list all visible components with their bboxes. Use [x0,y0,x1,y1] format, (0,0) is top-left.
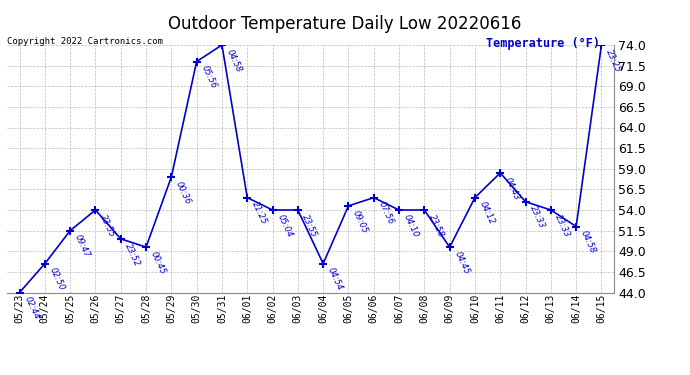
Text: 23:55: 23:55 [98,213,117,238]
Text: 23:33: 23:33 [553,213,572,238]
Text: 23:25: 23:25 [604,48,622,74]
Text: 23:58: 23:58 [427,213,446,238]
Text: 02:44: 02:44 [22,295,41,321]
Text: 04:58: 04:58 [225,48,243,74]
Text: Temperature (°F): Temperature (°F) [486,38,600,51]
Text: 23:33: 23:33 [529,204,546,230]
Text: 04:54: 04:54 [326,266,344,292]
Text: 00:45: 00:45 [149,250,167,276]
Text: 04:43: 04:43 [503,176,522,201]
Text: 05:56: 05:56 [199,64,218,90]
Text: 09:47: 09:47 [73,233,91,259]
Text: 02:50: 02:50 [48,266,66,292]
Text: 23:55: 23:55 [301,213,319,238]
Text: 04:10: 04:10 [402,213,420,238]
Text: 05:04: 05:04 [275,213,294,238]
Text: 04:58: 04:58 [579,229,598,255]
Text: 00:36: 00:36 [174,180,193,206]
Text: 21:25: 21:25 [250,200,268,226]
Text: 07:56: 07:56 [377,200,395,226]
Text: 09:05: 09:05 [351,209,370,234]
Text: 23:52: 23:52 [124,242,142,267]
Text: 04:45: 04:45 [453,250,471,276]
Text: Copyright 2022 Cartronics.com: Copyright 2022 Cartronics.com [7,38,163,46]
Text: Outdoor Temperature Daily Low 20220616: Outdoor Temperature Daily Low 20220616 [168,15,522,33]
Text: 04:12: 04:12 [477,200,496,226]
